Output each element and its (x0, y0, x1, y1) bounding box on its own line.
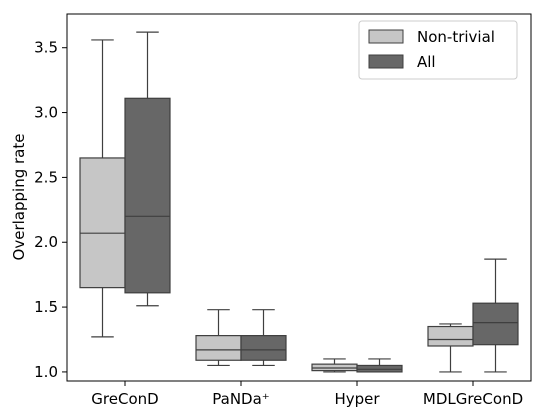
y-axis-label: Overlapping rate (10, 134, 28, 261)
x-tick-label-grecond: GreConD (91, 390, 158, 408)
box-non-trivial-mdlgrecond (427, 323, 474, 373)
legend: Non-trivial All (358, 20, 518, 80)
box-all-hyper (356, 358, 403, 373)
box-body (124, 97, 171, 294)
y-tick-label: 2.0 (34, 233, 58, 251)
box-non-trivial-grecond (79, 39, 126, 338)
x-tick-label-panda: PaNDa⁺ (212, 390, 269, 408)
plot-layer (79, 31, 519, 373)
y-tick-label: 3.0 (34, 104, 58, 122)
box-body (311, 363, 358, 372)
box-body (472, 302, 519, 346)
y-tick-label: 1.0 (34, 363, 58, 381)
box-body (240, 335, 287, 361)
legend-swatch-all (368, 54, 404, 69)
box-non-trivial-panda (195, 309, 242, 367)
box-non-trivial-hyper (311, 358, 358, 373)
legend-swatch-non-trivial (368, 29, 404, 44)
y-tick-label: 2.5 (34, 168, 58, 186)
legend-label-non-trivial: Non-trivial (417, 28, 495, 46)
y-axis: 1.0 1.5 2.0 2.5 3.0 3.5 (34, 39, 67, 381)
y-tick-label: 1.5 (34, 298, 58, 316)
box-body (195, 335, 242, 361)
x-tick-label-hyper: Hyper (334, 390, 380, 408)
y-tick-label: 3.5 (34, 39, 58, 57)
box-all-mdlgrecond (472, 258, 519, 373)
legend-label-all: All (417, 53, 436, 71)
plot-frame (66, 13, 532, 382)
box-all-grecond (124, 31, 171, 307)
box-body (79, 157, 126, 289)
x-tick-label-mdlgrecond: MDLGreConD (423, 390, 523, 408)
x-axis: GreConD PaNDa⁺ Hyper MDLGreConD (91, 381, 523, 408)
box-body (427, 325, 474, 347)
box-all-panda (240, 309, 287, 367)
box-body (356, 364, 403, 373)
